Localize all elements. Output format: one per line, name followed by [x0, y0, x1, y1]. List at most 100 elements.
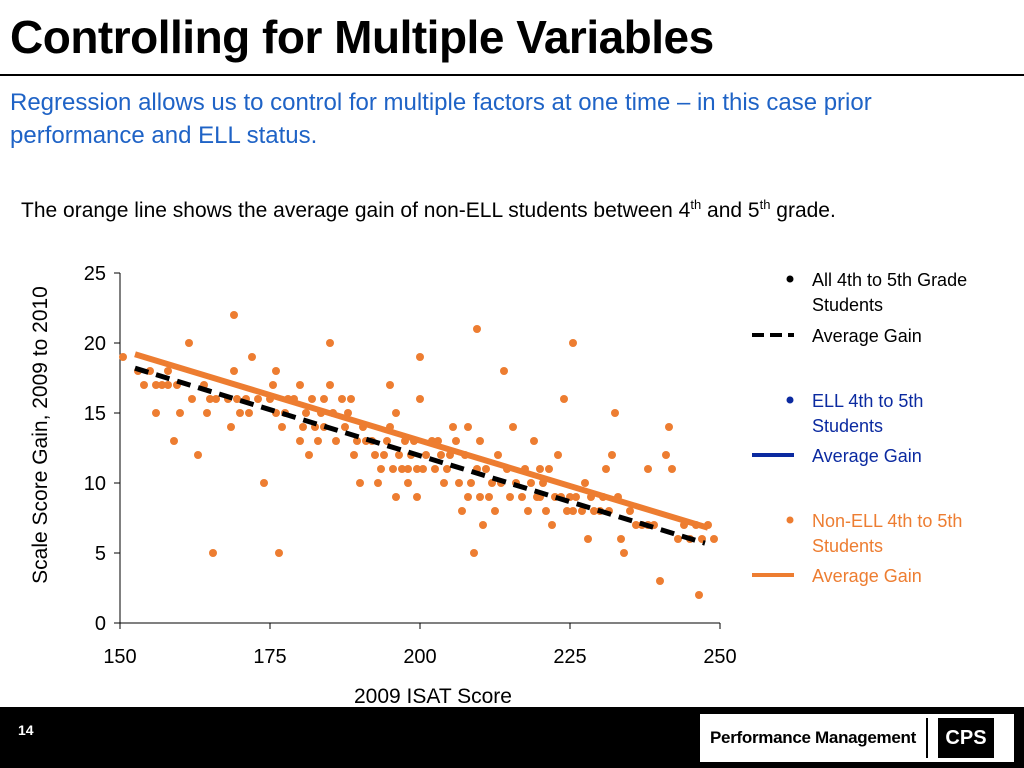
- data-point: [602, 465, 610, 473]
- data-point: [536, 465, 544, 473]
- data-point: [473, 325, 481, 333]
- data-point: [458, 507, 466, 515]
- data-point: [548, 521, 556, 529]
- data-point: [452, 437, 460, 445]
- x-tick-label: 225: [553, 646, 586, 668]
- data-point: [695, 591, 703, 599]
- y-tick-label: 10: [84, 473, 106, 495]
- chart-trend-lines: [134, 351, 709, 546]
- data-point: [230, 367, 238, 375]
- data-point: [431, 465, 439, 473]
- x-tick-label: 150: [103, 646, 136, 668]
- data-point: [395, 451, 403, 459]
- x-tick-label: 250: [703, 646, 736, 668]
- page-number: 14: [18, 722, 34, 738]
- legend-item: All 4th to 5th Grade Students: [786, 270, 967, 315]
- title-divider: [0, 74, 1024, 76]
- data-point: [227, 423, 235, 431]
- data-point: [380, 451, 388, 459]
- data-point: [272, 367, 280, 375]
- legend-item: Average Gain: [752, 446, 922, 466]
- data-point: [377, 465, 385, 473]
- data-point: [233, 395, 241, 403]
- scatter-chart: 0 5 10 15 20 25 150 175 200 225 250 All 4th to 5th…: [29, 263, 967, 707]
- data-point: [392, 493, 400, 501]
- data-point: [248, 353, 256, 361]
- data-point: [269, 381, 277, 389]
- data-point: [212, 395, 220, 403]
- data-point: [209, 549, 217, 557]
- data-point: [140, 381, 148, 389]
- data-point: [353, 437, 361, 445]
- data-point: [542, 507, 550, 515]
- data-point: [338, 395, 346, 403]
- y-tick-label: 5: [95, 543, 106, 565]
- legend-item: Average Gain: [752, 566, 922, 586]
- data-point: [509, 423, 517, 431]
- data-point: [608, 451, 616, 459]
- chart-legend: All 4th to 5th Grade Students Average Gain…: [752, 270, 967, 586]
- legend-label: ELL 4th to 5th Students: [812, 391, 923, 436]
- data-point: [554, 451, 562, 459]
- legend-label-line: Students: [812, 416, 883, 436]
- slide-subtitle: Regression allows us to control for mult…: [10, 89, 872, 149]
- data-point: [665, 423, 673, 431]
- data-point: [524, 507, 532, 515]
- data-point: [467, 479, 475, 487]
- data-point: [404, 479, 412, 487]
- data-point: [569, 339, 577, 347]
- data-point: [392, 409, 400, 417]
- data-point: [305, 451, 313, 459]
- y-tick-label: 15: [84, 403, 106, 425]
- data-point: [611, 409, 619, 417]
- x-tick-label: 200: [403, 646, 436, 668]
- data-point: [530, 437, 538, 445]
- data-point: [668, 465, 676, 473]
- legend-item: Average Gain: [752, 326, 922, 346]
- data-point: [326, 381, 334, 389]
- data-point: [563, 507, 571, 515]
- legend-item: ELL 4th to 5th Students: [786, 391, 923, 436]
- data-point: [275, 549, 283, 557]
- legend-label-line: Students: [812, 536, 883, 556]
- chart-caption: The orange line shows the average gain o…: [21, 197, 836, 223]
- data-point: [398, 465, 406, 473]
- data-point: [185, 339, 193, 347]
- data-point: [332, 437, 340, 445]
- data-point: [620, 549, 628, 557]
- data-point: [386, 381, 394, 389]
- caption-sup-1: th: [690, 197, 702, 212]
- data-point: [164, 381, 172, 389]
- x-axis-title: 2009 ISAT Score: [354, 685, 512, 707]
- data-point: [476, 493, 484, 501]
- footer-logo: Performance Management CPS: [700, 714, 1014, 762]
- logo-mark: CPS: [937, 718, 994, 758]
- data-point: [581, 479, 589, 487]
- data-point: [527, 479, 535, 487]
- data-point: [416, 353, 424, 361]
- legend-label: Average Gain: [812, 446, 922, 466]
- data-point: [371, 451, 379, 459]
- data-point: [320, 395, 328, 403]
- data-point: [584, 535, 592, 543]
- data-point: [443, 465, 451, 473]
- data-point: [422, 451, 430, 459]
- data-point: [413, 465, 421, 473]
- data-point: [617, 535, 625, 543]
- data-point: [203, 409, 211, 417]
- data-point: [491, 507, 499, 515]
- data-point: [560, 395, 568, 403]
- data-point: [302, 409, 310, 417]
- data-point: [308, 395, 316, 403]
- data-point: [152, 409, 160, 417]
- data-point: [545, 465, 553, 473]
- data-point: [194, 451, 202, 459]
- data-point: [437, 451, 445, 459]
- data-point: [632, 521, 640, 529]
- data-point: [590, 507, 598, 515]
- data-point: [656, 577, 664, 585]
- legend-label-line: Non-ELL 4th to 5th: [812, 511, 962, 531]
- data-point: [470, 549, 478, 557]
- data-point: [449, 423, 457, 431]
- y-axis-title: Scale Score Gain, 2009 to 2010: [29, 286, 52, 584]
